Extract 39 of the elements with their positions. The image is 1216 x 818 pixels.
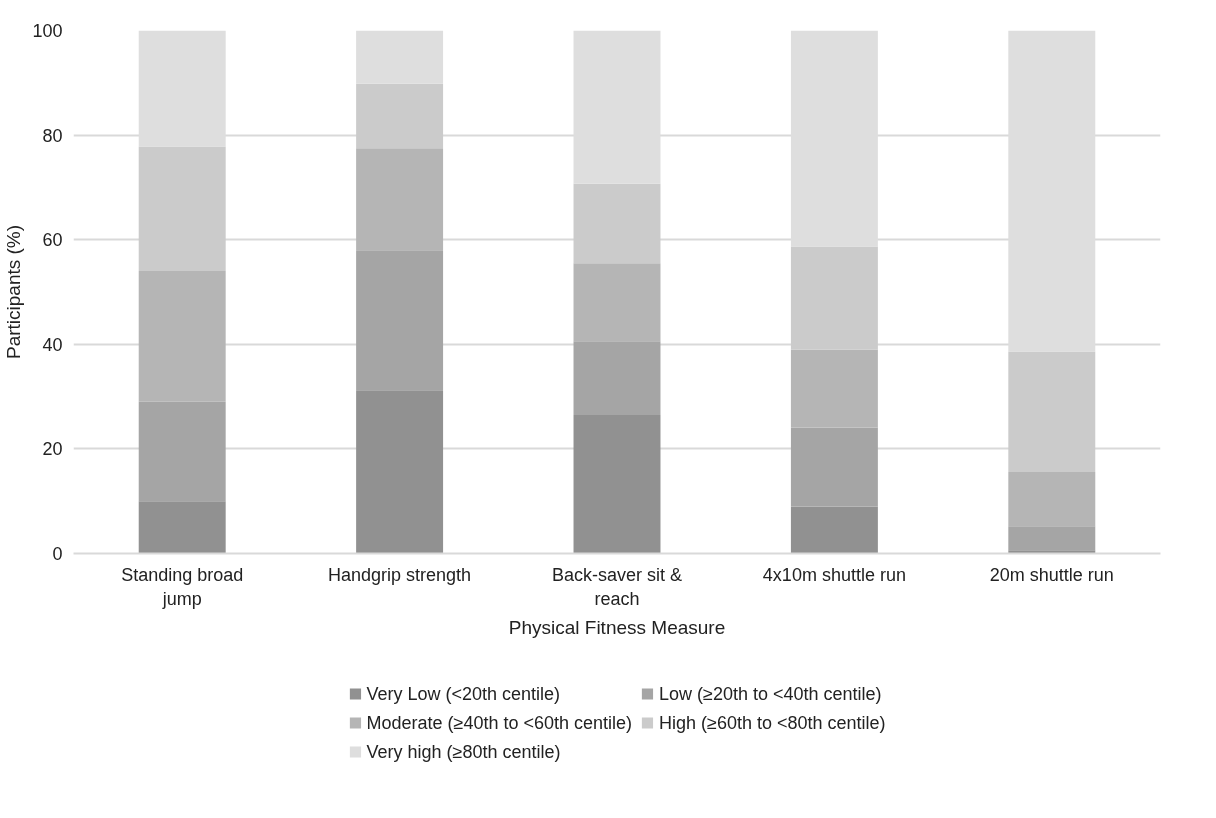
bar	[356, 390, 444, 554]
bar	[573, 263, 661, 342]
bar	[138, 401, 226, 502]
bar	[1008, 550, 1096, 554]
y-tick-label: 80	[42, 125, 63, 146]
x-axis-title: Physical Fitness Measure	[508, 616, 726, 638]
y-tick-label: 60	[42, 230, 63, 251]
bar	[790, 246, 878, 350]
bar	[356, 30, 444, 84]
y-tick-label: 40	[42, 334, 63, 355]
legend-label: Moderate (≥40th to <60th centile)	[366, 712, 633, 733]
bar	[790, 427, 878, 507]
bar	[790, 349, 878, 428]
bar	[1008, 471, 1096, 527]
bar	[138, 146, 226, 272]
x-tick-label: Standing broad jump	[121, 564, 244, 609]
bar	[356, 83, 444, 149]
bar	[573, 414, 661, 554]
y-axis-title: Participants (%)	[3, 224, 25, 360]
bar	[573, 183, 661, 264]
legend-label: Very high (≥80th centile)	[366, 741, 561, 762]
y-tick-label: 100	[32, 21, 63, 41]
bar	[356, 148, 444, 251]
y-tick-label: 20	[42, 439, 63, 460]
x-tick-label: 4x10m shuttle run	[762, 564, 906, 585]
x-tick-label: 20m shuttle run	[989, 564, 1114, 585]
y-tick-label: 0	[52, 544, 63, 564]
bar	[138, 501, 226, 554]
x-tick-label: Back-saver sit & reach	[551, 564, 683, 609]
bar	[573, 341, 661, 415]
legend-label: Low (≥20th to <40th centile)	[659, 683, 882, 704]
bar	[790, 506, 878, 554]
bar	[1008, 351, 1096, 472]
legend-label: Very Low (<20th centile)	[366, 683, 561, 704]
x-tick-label: Handgrip strength	[328, 564, 472, 585]
bar	[356, 250, 444, 391]
bar	[138, 271, 226, 402]
legend-label: High (≥60th to <80th centile)	[659, 712, 886, 733]
bar	[1008, 526, 1096, 551]
